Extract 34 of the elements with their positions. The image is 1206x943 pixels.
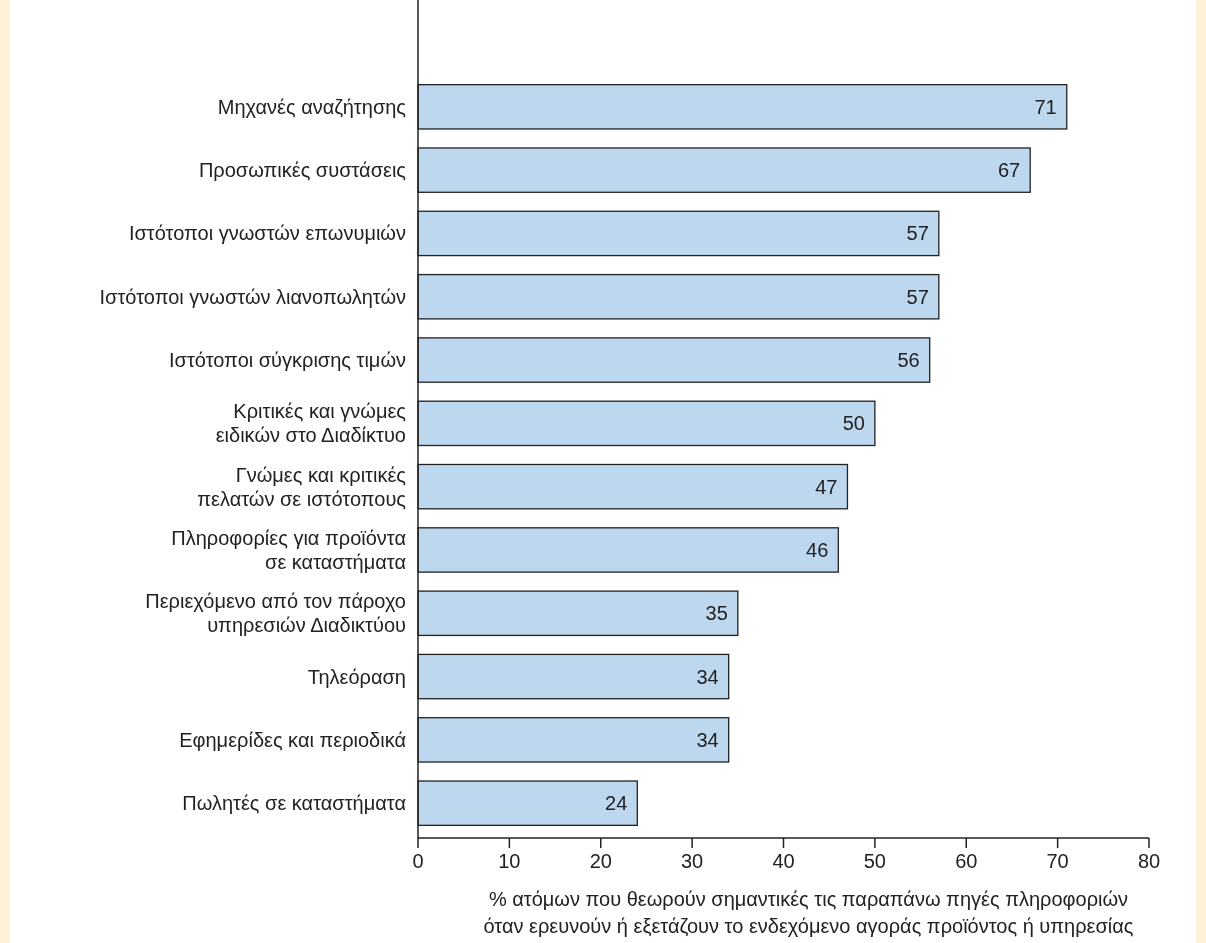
y-tick-label: Μηχανές αναζήτησης (217, 95, 407, 118)
data-label: 57 (906, 222, 929, 245)
data-label: 35 (705, 602, 728, 625)
data-label: 24 (605, 792, 628, 815)
data-label: 47 (815, 475, 838, 498)
data-label: 56 (897, 349, 920, 372)
data-label: 46 (806, 538, 829, 561)
data-label: 57 (906, 285, 929, 308)
data-label: 67 (997, 159, 1021, 182)
y-tick-label: Περιεχόμενο από τον πάροχο υπηρεσιών Διαδικτύου (145, 590, 406, 637)
x-tick-label: 50 (863, 850, 886, 872)
x-tick-label: 60 (955, 850, 978, 872)
x-tick-label: 0 (412, 850, 424, 872)
y-tick-label: Κριτικές και γνώμες ειδικών στο Διαδίκτυο (215, 400, 407, 447)
y-tick-label: Πωλητές σε καταστήματα (182, 792, 406, 815)
y-tick-label: Πληροφορίες για προϊόντα σε καταστήματα (171, 526, 406, 573)
x-tick-label: 80 (1137, 850, 1161, 872)
y-tick-label: Ιστότοποι γνωστών επωνυμιών (128, 222, 406, 245)
y-tick-label: Τηλεόραση (307, 665, 406, 688)
data-label: 34 (696, 665, 719, 688)
data-label: 71 (1034, 95, 1057, 118)
y-tick-label: Ιστότοποι σύγκρισης τιμών (169, 349, 406, 372)
y-tick-label: Ιστότοποι γνωστών λιανοπωλητών (99, 285, 406, 308)
x-tick-label: 20 (589, 850, 612, 872)
y-tick-label: Γνώμες και κριτικές πελατών σε ιστότοπους (197, 463, 407, 510)
y-tick-label: Προσωπικές συστάσεις (198, 159, 407, 182)
data-label: 34 (696, 728, 719, 751)
x-tick-label: 30 (681, 850, 704, 872)
x-tick-label: 70 (1046, 850, 1069, 872)
data-label: 50 (842, 412, 865, 435)
x-tick-label: 10 (498, 850, 521, 872)
y-tick-label: Εφημερίδες και περιοδικά (179, 728, 406, 751)
x-axis-title: % ατόμων που θεωρούν σημαντικές τις παραπάνω πηγές πληροφοριών όταν ερευνούν ή εξετάζουν το ενδεχόμενο αγοράς προϊόντος ή υπηρεσίας (483, 888, 1134, 937)
x-tick-label: 40 (772, 850, 795, 872)
